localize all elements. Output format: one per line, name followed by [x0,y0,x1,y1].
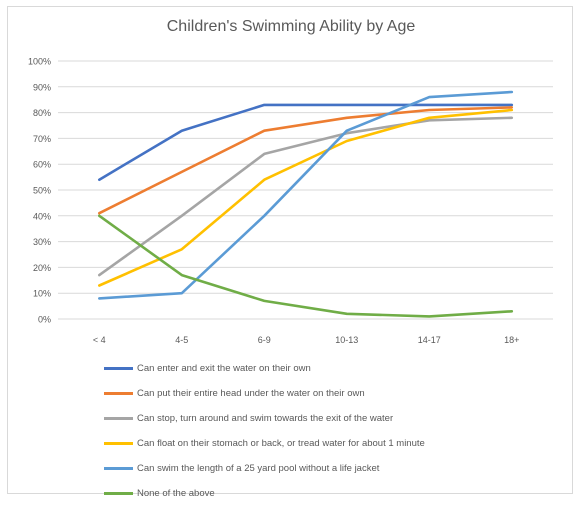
legend-label: Can float on their stomach or back, or t… [137,438,425,449]
x-tick-label: 6-9 [258,335,271,345]
chart-title: Children's Swimming Ability by Age [166,18,416,35]
x-tick-label: < 4 [93,335,106,345]
series-line [98,106,514,215]
legend-label: Can enter and exit the water on their ow… [137,363,311,374]
legend-item: Can enter and exit the water on their ow… [104,356,425,381]
legend-item: Can swim the length of a 25 yard pool wi… [104,456,425,481]
legend-label: Can swim the length of a 25 yard pool wi… [137,463,380,474]
chart-frame [7,6,573,494]
x-tick-label: 10-13 [335,335,358,345]
y-tick-label: 100% [28,57,51,67]
y-tick-label: 50% [33,186,51,196]
legend-label: Can stop, turn around and swim towards t… [137,413,394,424]
legend-item: Can stop, turn around and swim towards t… [104,406,425,431]
legend-item: Can put their entire head under the wate… [104,381,425,406]
series-line [98,116,514,277]
chart-legend: Can enter and exit the water on their ow… [104,356,425,506]
x-tick-label: 14-17 [418,335,441,345]
legend-swatch [104,492,133,495]
legend-swatch [104,392,133,395]
y-tick-label: 10% [33,289,51,299]
legend-label: Can put their entire head under the wate… [137,388,365,399]
y-tick-label: 90% [33,82,51,92]
legend-swatch [104,367,133,370]
x-tick-label: 18+ [504,335,519,345]
legend-swatch [104,442,133,445]
series-line [98,108,514,287]
legend-item: Can float on their stomach or back, or t… [104,431,425,456]
y-tick-label: 30% [33,237,51,247]
legend-swatch [104,417,133,420]
series-line [98,103,514,181]
y-tick-label: 80% [33,108,51,118]
y-tick-label: 20% [33,263,51,273]
legend-item: None of the above [104,481,425,506]
legend-label: None of the above [137,488,215,499]
x-tick-label: 4-5 [175,335,188,345]
y-tick-label: 70% [33,134,51,144]
y-tick-label: 0% [38,315,51,325]
series-line [98,214,514,318]
y-tick-label: 40% [33,211,51,221]
y-tick-label: 60% [33,160,51,170]
series-line [98,90,514,300]
legend-swatch [104,467,133,470]
